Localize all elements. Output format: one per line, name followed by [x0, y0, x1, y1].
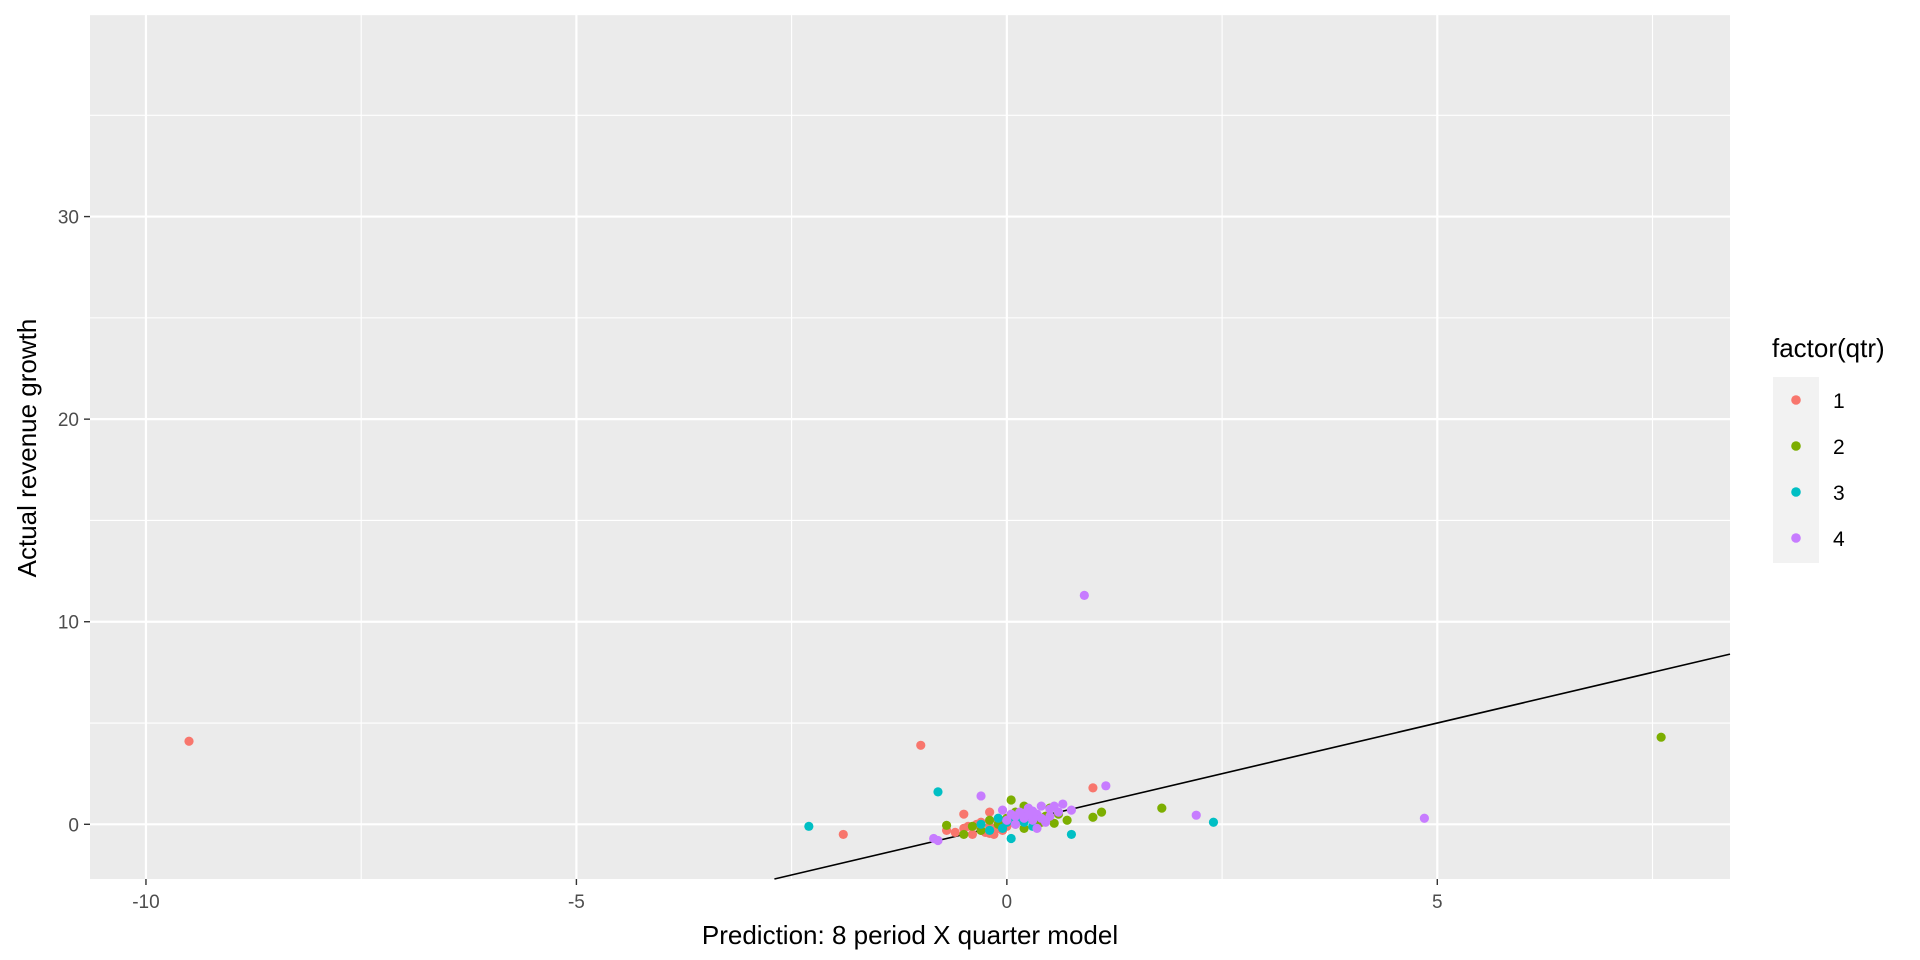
x-axis-ticks: -10 -5 0 5 [132, 879, 1443, 913]
data-point-qtr-4 [1419, 813, 1429, 823]
data-point-qtr-1 [1088, 783, 1098, 793]
data-point-qtr-4 [933, 835, 943, 846]
x-tick-label: -5 [568, 892, 585, 913]
data-point-qtr-1 [838, 829, 848, 840]
data-point-qtr-1 [184, 736, 194, 746]
data-point-qtr-2 [1656, 732, 1666, 742]
x-tick-label: 5 [1432, 892, 1443, 913]
data-point-qtr-4 [1191, 810, 1201, 820]
data-point-qtr-2 [967, 821, 978, 831]
major-gridlines [90, 12, 1730, 879]
data-point-qtr-3 [985, 825, 995, 835]
data-point-qtr-4 [1036, 801, 1046, 811]
legend-label-qtr-1: 1 [1833, 390, 1845, 413]
data-point-qtr-2 [1096, 807, 1107, 817]
data-point-qtr-2 [1049, 818, 1059, 828]
data-point-qtr-3 [1006, 833, 1016, 844]
data-point-qtr-2 [941, 820, 952, 830]
data-point-qtr-2 [1006, 795, 1016, 805]
data-point-qtr-4 [1023, 810, 1033, 820]
data-point-qtr-4 [1010, 819, 1021, 829]
data-point-qtr-4 [1036, 813, 1046, 823]
data-points [184, 590, 1666, 846]
data-point-qtr-4 [976, 791, 986, 801]
legend-key-qtr-2 [1791, 441, 1801, 451]
legend-title: factor(qtr) [1772, 333, 1885, 363]
data-point-qtr-4 [1058, 799, 1068, 809]
data-point-qtr-2 [1088, 812, 1098, 822]
data-point-qtr-4 [1079, 590, 1089, 600]
data-point-qtr-3 [993, 813, 1003, 823]
data-point-qtr-3 [976, 819, 986, 829]
data-point-qtr-1 [967, 829, 978, 840]
legend-label-qtr-2: 2 [1833, 436, 1845, 459]
y-axis-ticks: 0 10 20 30 [58, 208, 90, 836]
y-axis-title: Actual revenue growth [12, 319, 42, 578]
data-point-qtr-4 [1066, 805, 1077, 815]
data-point-qtr-1 [959, 809, 969, 819]
y-tick-label: 10 [58, 613, 79, 634]
data-point-qtr-2 [959, 829, 969, 840]
legend-key-background [1773, 377, 1819, 563]
data-point-qtr-2 [985, 815, 995, 825]
data-point-qtr-2 [1157, 803, 1167, 813]
legend-items: 1 2 3 4 [1791, 390, 1845, 551]
x-tick-label: -10 [132, 892, 159, 913]
legend-key-qtr-1 [1791, 395, 1801, 405]
data-point-qtr-2 [1062, 815, 1072, 825]
legend-label-qtr-3: 3 [1833, 482, 1845, 505]
data-point-qtr-1 [950, 827, 960, 838]
data-point-qtr-3 [1208, 817, 1219, 827]
data-point-qtr-3 [933, 787, 943, 797]
data-point-qtr-3 [1066, 829, 1077, 840]
data-point-qtr-3 [804, 821, 814, 831]
legend: factor(qtr) 1 2 3 4 [1772, 333, 1885, 563]
y-tick-label: 30 [58, 208, 79, 229]
data-point-qtr-1 [916, 740, 926, 750]
x-tick-label: 0 [1002, 892, 1013, 913]
minor-gridlines [90, 14, 1730, 879]
data-point-qtr-4 [997, 805, 1008, 815]
legend-key-qtr-4 [1791, 533, 1801, 543]
data-point-qtr-4 [1101, 781, 1111, 791]
data-point-qtr-4 [1010, 811, 1021, 821]
plot-panel [90, 14, 1730, 879]
x-axis-title: Prediction: 8 period X quarter model [702, 920, 1118, 950]
legend-key-qtr-3 [1791, 487, 1801, 497]
legend-label-qtr-4: 4 [1833, 528, 1845, 551]
data-point-qtr-4 [1002, 815, 1012, 825]
y-tick-label: 0 [68, 815, 79, 836]
y-tick-label: 20 [58, 410, 79, 431]
data-point-qtr-1 [985, 807, 995, 817]
data-point-qtr-4 [1045, 804, 1055, 814]
data-point-qtr-4 [1032, 823, 1042, 833]
